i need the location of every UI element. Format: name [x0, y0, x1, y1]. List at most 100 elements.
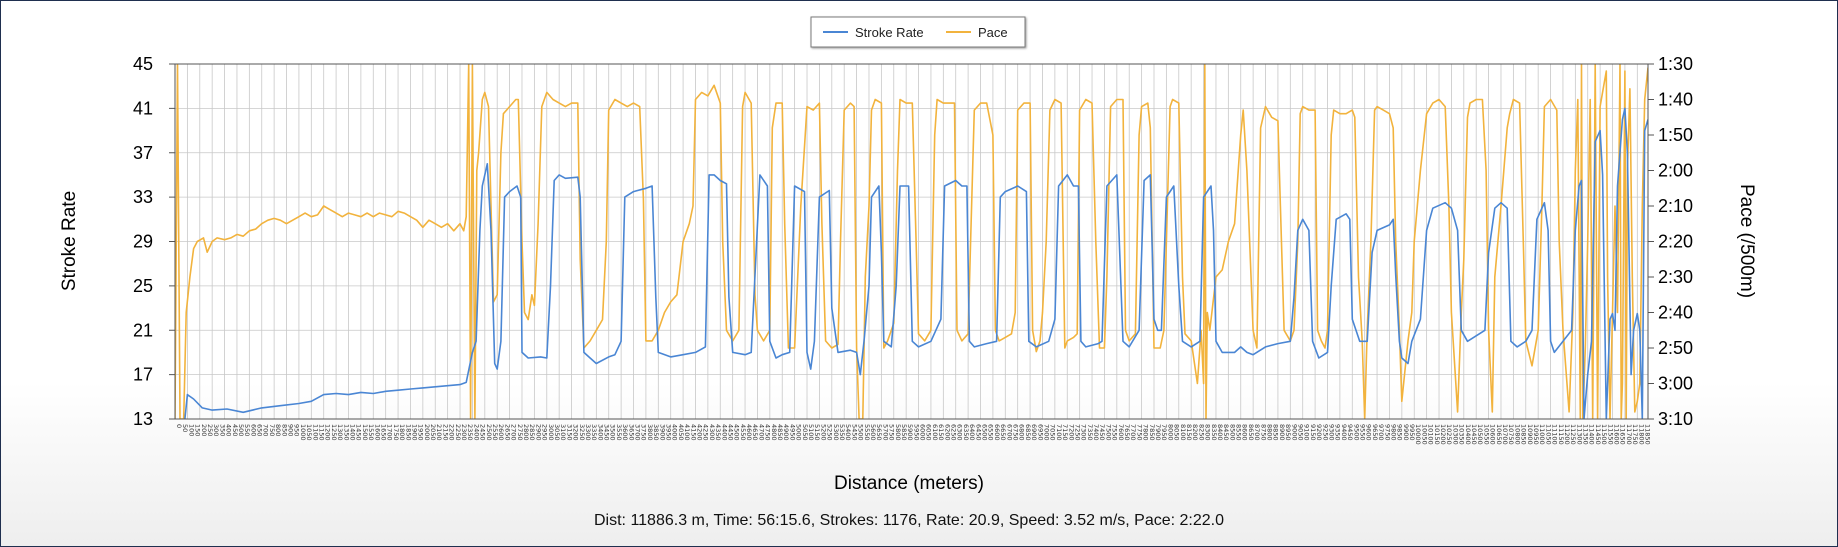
x-tick-label: 9950 — [1408, 424, 1416, 441]
x-tick-label: 2700 — [510, 424, 518, 441]
x-tick-label: 7650 — [1123, 424, 1131, 441]
x-tick-label: 350 — [218, 424, 226, 436]
x-tick-label: 5650 — [875, 424, 883, 441]
x-tick-label: 1000 — [299, 424, 307, 441]
x-tick-label: 6100 — [931, 424, 939, 441]
x-tick-label: 5150 — [813, 424, 821, 441]
x-tick-label: 4000 — [671, 424, 679, 441]
y-axis-label-right: Pace (/500m) — [1736, 184, 1757, 298]
x-tick-label: 7850 — [1148, 424, 1156, 441]
legend-label-pace: Pace — [978, 25, 1008, 40]
x-tick-label: 7450 — [1098, 424, 1106, 441]
x-tick-label: 11850 — [1644, 424, 1652, 445]
y-tick-label-left: 41 — [133, 98, 153, 118]
x-tick-label: 4800 — [770, 424, 778, 441]
x-tick-label: 5850 — [900, 424, 908, 441]
x-tick-label: 6400 — [968, 424, 976, 441]
x-tick-label: 3800 — [646, 424, 654, 441]
x-tick-label: 2950 — [541, 424, 549, 441]
x-tick-label: 2250 — [454, 424, 462, 441]
x-tick-label: 5600 — [869, 424, 877, 441]
x-tick-label: 6150 — [937, 424, 945, 441]
x-tick-label: 50 — [181, 424, 189, 432]
x-tick-label: 7800 — [1142, 424, 1150, 441]
x-tick-label: 10000 — [1414, 424, 1422, 445]
x-tick-label: 1400 — [348, 424, 356, 441]
y-tick-label-left: 37 — [133, 143, 153, 163]
y-tick-label-right: 3:00 — [1658, 374, 1693, 394]
x-tick-label: 7900 — [1154, 424, 1162, 441]
x-tick-label: 5450 — [850, 424, 858, 441]
x-tick-label: 200 — [200, 424, 208, 436]
x-tick-label: 10150 — [1433, 424, 1441, 445]
x-tick-label: 1800 — [398, 424, 406, 441]
x-tick-label: 3050 — [553, 424, 561, 441]
x-tick-label: 750 — [268, 424, 276, 436]
x-tick-label: 9750 — [1383, 424, 1391, 441]
x-tick-label: 9850 — [1396, 424, 1404, 441]
x-tick-label: 3650 — [627, 424, 635, 441]
x-tick-label: 9650 — [1371, 424, 1379, 441]
x-tick-label: 1300 — [336, 424, 344, 441]
x-tick-label: 1550 — [367, 424, 375, 441]
y-tick-label-left: 21 — [133, 320, 153, 340]
x-tick-label: 450 — [231, 424, 239, 436]
x-tick-label: 11700 — [1625, 424, 1633, 445]
x-tick-label: 8550 — [1235, 424, 1243, 441]
y-tick-label-right: 1:50 — [1658, 125, 1693, 145]
x-tick-label: 2850 — [528, 424, 536, 441]
x-tick-label: 900 — [287, 424, 295, 436]
y-tick-label-left: 17 — [133, 365, 153, 385]
y-tick-label-left: 29 — [133, 232, 153, 252]
x-tick-label: 8100 — [1179, 424, 1187, 441]
x-tick-label: 9050 — [1297, 424, 1305, 441]
x-tick-label: 11400 — [1588, 424, 1596, 445]
x-tick-label: 11200 — [1563, 424, 1571, 445]
x-tick-label: 10650 — [1495, 424, 1503, 445]
series-layer — [175, 64, 1648, 419]
x-tick-label: 8650 — [1247, 424, 1255, 441]
x-tick-label: 4850 — [776, 424, 784, 441]
x-tick-label: 1250 — [330, 424, 338, 441]
y-tick-label-right: 2:10 — [1658, 196, 1693, 216]
x-tick-label: 4200 — [695, 424, 703, 441]
x-tick-label: 2550 — [491, 424, 499, 441]
x-tick-label: 6800 — [1018, 424, 1026, 441]
x-tick-label: 6500 — [981, 424, 989, 441]
x-tick-label: 9400 — [1340, 424, 1348, 441]
x-tick-label: 11100 — [1551, 424, 1559, 445]
y-tick-label-right: 3:10 — [1658, 409, 1693, 429]
x-tick-label: 10900 — [1526, 424, 1534, 445]
y-tick-label-left: 33 — [133, 187, 153, 207]
x-tick-label: 3550 — [615, 424, 623, 441]
x-tick-label: 2600 — [497, 424, 505, 441]
x-tick-label: 300 — [212, 424, 220, 436]
x-tick-label: 5700 — [881, 424, 889, 441]
x-tick-label: 3000 — [547, 424, 555, 441]
y-tick-label-left: 13 — [133, 409, 153, 429]
x-tick-label: 3850 — [652, 424, 660, 441]
x-tick-label: 7250 — [1073, 424, 1081, 441]
x-tick-label: 11500 — [1600, 424, 1608, 445]
x-tick-label: 6950 — [1036, 424, 1044, 441]
x-tick-label: 7200 — [1067, 424, 1075, 441]
x-tick-label: 6900 — [1030, 424, 1038, 441]
x-tick-label: 10050 — [1420, 424, 1428, 445]
x-tick-label: 1050 — [305, 424, 313, 441]
y-axis-label-left: Stroke Rate — [59, 191, 80, 291]
x-tick-label: 10200 — [1439, 424, 1447, 445]
x-tick-label: 9150 — [1309, 424, 1317, 441]
x-tick-label: 7950 — [1160, 424, 1168, 441]
x-tick-label: 3500 — [609, 424, 617, 441]
x-tick-label: 650 — [256, 424, 264, 436]
x-tick-label: 9500 — [1352, 424, 1360, 441]
x-tick-label: 1350 — [342, 424, 350, 441]
x-tick-label: 6300 — [956, 424, 964, 441]
x-tick-label: 4550 — [739, 424, 747, 441]
x-tick-label: 5250 — [826, 424, 834, 441]
left-axis-ticks: 13 17 21 25 29 33 37 41 45 — [133, 54, 175, 429]
right-axis-ticks: 3:10 3:00 2:50 2:40 2:30 2:20 2:10 2:00 1:50 1:40… — [1648, 54, 1693, 429]
x-tick-label: 9600 — [1365, 424, 1373, 441]
x-tick-label: 10100 — [1427, 424, 1435, 445]
x-tick-label: 10850 — [1520, 424, 1528, 445]
